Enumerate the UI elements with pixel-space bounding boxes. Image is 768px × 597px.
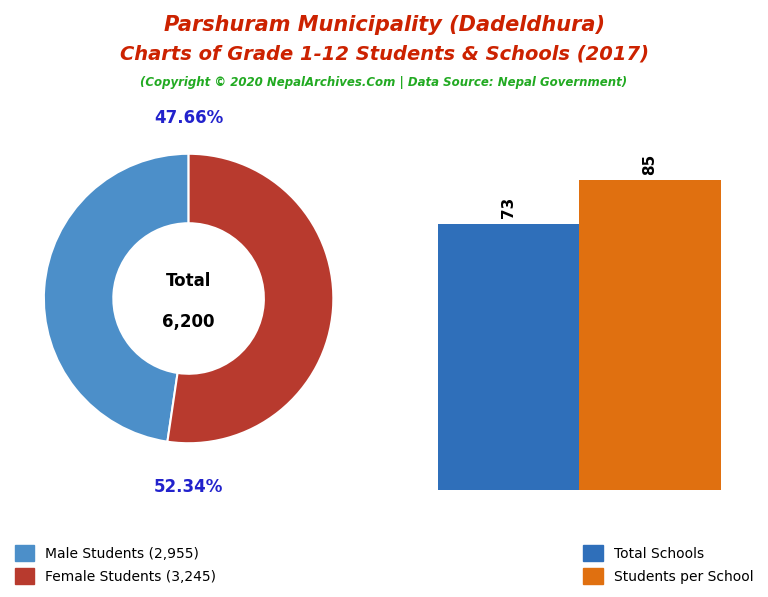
Bar <box>579 180 720 490</box>
Text: Charts of Grade 1-12 Students & Schools (2017): Charts of Grade 1-12 Students & Schools … <box>120 45 648 64</box>
Text: 47.66%: 47.66% <box>154 109 223 127</box>
Legend: Total Schools, Students per School: Total Schools, Students per School <box>583 545 753 584</box>
Text: 52.34%: 52.34% <box>154 478 223 496</box>
Legend: Male Students (2,955), Female Students (3,245): Male Students (2,955), Female Students (… <box>15 545 216 584</box>
Wedge shape <box>44 154 189 442</box>
Text: (Copyright © 2020 NepalArchives.Com | Data Source: Nepal Government): (Copyright © 2020 NepalArchives.Com | Da… <box>141 76 627 90</box>
Wedge shape <box>167 154 333 443</box>
Text: 73: 73 <box>502 197 516 219</box>
Text: 85: 85 <box>643 153 657 175</box>
Text: 6,200: 6,200 <box>162 313 215 331</box>
Text: Parshuram Municipality (Dadeldhura): Parshuram Municipality (Dadeldhura) <box>164 15 604 35</box>
Bar <box>439 224 579 490</box>
Text: Total: Total <box>166 272 211 290</box>
